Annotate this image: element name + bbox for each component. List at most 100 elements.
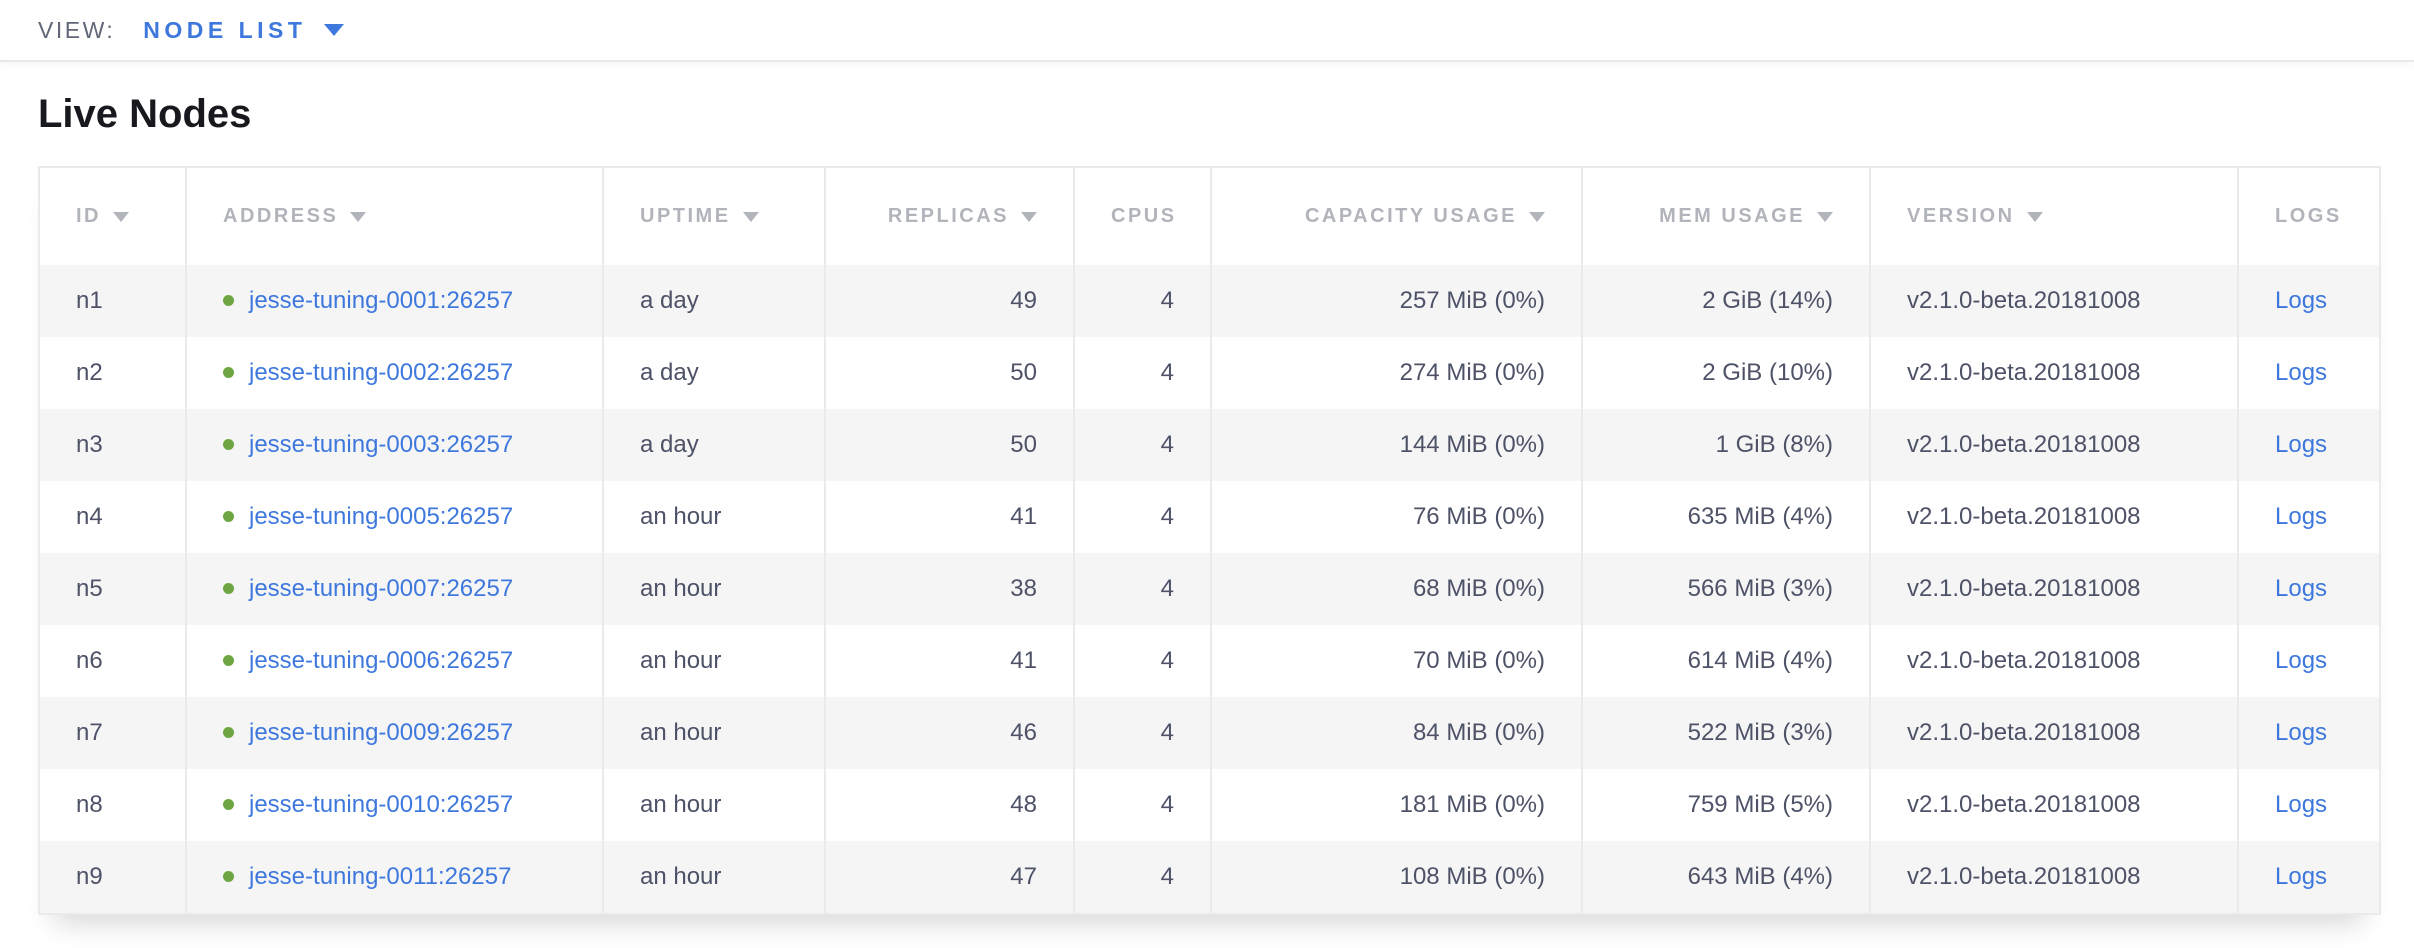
node-address-link[interactable]: jesse-tuning-0011:26257 bbox=[249, 863, 512, 890]
cell-address: jesse-tuning-0003:26257 bbox=[185, 409, 603, 481]
cell-version: v2.1.0-beta.20181008 bbox=[1869, 409, 2238, 481]
logs-link[interactable]: Logs bbox=[2275, 791, 2328, 818]
cell-capacity_usage: 257 MiB (0%) bbox=[1210, 265, 1582, 337]
cell-version: v2.1.0-beta.20181008 bbox=[1869, 337, 2238, 409]
column-header-label: CAPACITY USAGE bbox=[1304, 205, 1517, 227]
cell-address: jesse-tuning-0001:26257 bbox=[185, 265, 603, 337]
column-header-capacity_usage[interactable]: CAPACITY USAGE bbox=[1210, 167, 1582, 265]
cell-cpus: 4 bbox=[1073, 337, 1211, 409]
column-header-uptime[interactable]: UPTIME bbox=[602, 167, 825, 265]
cell-logs: Logs bbox=[2237, 409, 2380, 481]
cell-version: v2.1.0-beta.20181008 bbox=[1869, 481, 2238, 553]
node-address-link[interactable]: jesse-tuning-0010:26257 bbox=[249, 791, 514, 818]
node-live-status-icon bbox=[223, 871, 234, 882]
logs-link[interactable]: Logs bbox=[2275, 431, 2328, 458]
cell-uptime: an hour bbox=[602, 769, 825, 841]
column-header-label: LOGS bbox=[2275, 205, 2342, 227]
table-row: n2 jesse-tuning-0002:26257 a day 50 4 274 MiB… bbox=[39, 337, 2380, 409]
page-title: Live Nodes bbox=[38, 92, 252, 136]
cell-mem_usage: 566 MiB (3%) bbox=[1581, 553, 1870, 625]
sort-caret-icon bbox=[2026, 212, 2043, 222]
column-header-replicas[interactable]: REPLICAS bbox=[824, 167, 1074, 265]
cell-address: jesse-tuning-0011:26257 bbox=[185, 841, 603, 914]
cell-replicas: 38 bbox=[824, 553, 1074, 625]
cell-id: n8 bbox=[76, 791, 103, 818]
column-header-mem_usage[interactable]: MEM USAGE bbox=[1581, 167, 1870, 265]
cell-uptime: an hour bbox=[602, 553, 825, 625]
column-header-address[interactable]: ADDRESS bbox=[185, 167, 603, 265]
column-header-label: ID bbox=[76, 205, 101, 227]
cell-version: v2.1.0-beta.20181008 bbox=[1869, 697, 2238, 769]
node-live-status-icon bbox=[223, 367, 234, 378]
cell-replicas: 46 bbox=[824, 697, 1074, 769]
cell-uptime: an hour bbox=[602, 841, 825, 914]
node-address-link[interactable]: jesse-tuning-0007:26257 bbox=[249, 575, 514, 602]
cell-address: jesse-tuning-0010:26257 bbox=[185, 769, 603, 841]
cell-cpus: 4 bbox=[1073, 481, 1211, 553]
table-row: n6 jesse-tuning-0006:26257 an hour 41 4 70 Mi… bbox=[39, 625, 2380, 697]
logs-link[interactable]: Logs bbox=[2275, 863, 2328, 890]
node-live-status-icon bbox=[223, 439, 234, 450]
view-selector-bar: VIEW: NODE LIST bbox=[0, 0, 2414, 62]
caret-down-icon bbox=[324, 24, 345, 36]
logs-link[interactable]: Logs bbox=[2275, 359, 2328, 386]
logs-link[interactable]: Logs bbox=[2275, 575, 2328, 602]
logs-link[interactable]: Logs bbox=[2275, 647, 2328, 674]
cell-id: n5 bbox=[39, 553, 186, 625]
table-row: n9 jesse-tuning-0011:26257 an hour 47 4 108 M… bbox=[39, 841, 2380, 914]
node-address-link[interactable]: jesse-tuning-0009:26257 bbox=[249, 719, 514, 746]
cell-cpus: 4 bbox=[1073, 769, 1211, 841]
node-live-status-icon bbox=[223, 583, 234, 594]
table-row: n8 jesse-tuning-0010:26257 an hour 48 4 181 M… bbox=[39, 769, 2380, 841]
cell-id: n2 bbox=[76, 359, 103, 386]
cell-logs: Logs bbox=[2237, 841, 2380, 914]
cell-mem_usage: 643 MiB (4%) bbox=[1581, 841, 1870, 914]
view-dropdown-value: NODE LIST bbox=[143, 16, 307, 43]
cell-id: n7 bbox=[39, 697, 186, 769]
main-content: Live Nodes ID ADDRESS UPTIME REPLICAS CPUS CA… bbox=[0, 92, 2414, 915]
node-address-link[interactable]: jesse-tuning-0006:26257 bbox=[249, 647, 514, 674]
column-header-version[interactable]: VERSION bbox=[1869, 167, 2238, 265]
cell-capacity_usage: 274 MiB (0%) bbox=[1210, 337, 1582, 409]
node-address-link[interactable]: jesse-tuning-0005:26257 bbox=[249, 503, 514, 530]
cell-capacity_usage: 181 MiB (0%) bbox=[1210, 769, 1582, 841]
live-nodes-table: ID ADDRESS UPTIME REPLICAS CPUS CAPACITY USAG… bbox=[38, 166, 2381, 915]
table-row: n7 jesse-tuning-0009:26257 an hour 46 4 84 Mi… bbox=[39, 697, 2380, 769]
column-header-label: ADDRESS bbox=[223, 205, 339, 227]
view-dropdown[interactable]: NODE LIST bbox=[143, 16, 345, 44]
column-header-cpus: CPUS bbox=[1073, 167, 1211, 265]
node-address-link[interactable]: jesse-tuning-0003:26257 bbox=[249, 431, 514, 458]
cell-replicas: 49 bbox=[824, 265, 1074, 337]
cell-uptime: an hour bbox=[602, 481, 825, 553]
cell-cpus: 4 bbox=[1073, 265, 1211, 337]
cell-address: jesse-tuning-0006:26257 bbox=[185, 625, 603, 697]
column-header-label: CPUS bbox=[1111, 205, 1177, 227]
column-header-label: UPTIME bbox=[640, 205, 731, 227]
node-live-status-icon bbox=[223, 727, 234, 738]
cell-uptime: an hour bbox=[602, 625, 825, 697]
cell-replicas: 47 bbox=[824, 841, 1074, 914]
logs-link[interactable]: Logs bbox=[2275, 719, 2328, 746]
logs-link[interactable]: Logs bbox=[2275, 287, 2328, 314]
column-header-id[interactable]: ID bbox=[39, 167, 186, 265]
cell-address: jesse-tuning-0007:26257 bbox=[185, 553, 603, 625]
cell-capacity_usage: 68 MiB (0%) bbox=[1210, 553, 1582, 625]
cell-mem_usage: 614 MiB (4%) bbox=[1581, 625, 1870, 697]
cell-version: v2.1.0-beta.20181008 bbox=[1869, 625, 2238, 697]
node-live-status-icon bbox=[223, 511, 234, 522]
cell-version: v2.1.0-beta.20181008 bbox=[1869, 769, 2238, 841]
column-header-label: VERSION bbox=[1907, 205, 2015, 227]
cell-logs: Logs bbox=[2237, 697, 2380, 769]
cell-capacity_usage: 144 MiB (0%) bbox=[1210, 409, 1582, 481]
cell-capacity_usage: 84 MiB (0%) bbox=[1210, 697, 1582, 769]
cell-capacity_usage: 70 MiB (0%) bbox=[1210, 625, 1582, 697]
cell-logs: Logs bbox=[2237, 625, 2380, 697]
node-address-link[interactable]: jesse-tuning-0001:26257 bbox=[249, 287, 514, 314]
logs-link[interactable]: Logs bbox=[2275, 503, 2328, 530]
node-address-link[interactable]: jesse-tuning-0002:26257 bbox=[249, 359, 514, 386]
cell-logs: Logs bbox=[2237, 553, 2380, 625]
cell-replicas: 50 bbox=[824, 409, 1074, 481]
cell-id: n4 bbox=[76, 503, 103, 530]
live-nodes-table-wrap: ID ADDRESS UPTIME REPLICAS CPUS CAPACITY USAG… bbox=[38, 166, 2381, 915]
table-row: n5 jesse-tuning-0007:26257 an hour 38 4 68 Mi… bbox=[39, 553, 2380, 625]
